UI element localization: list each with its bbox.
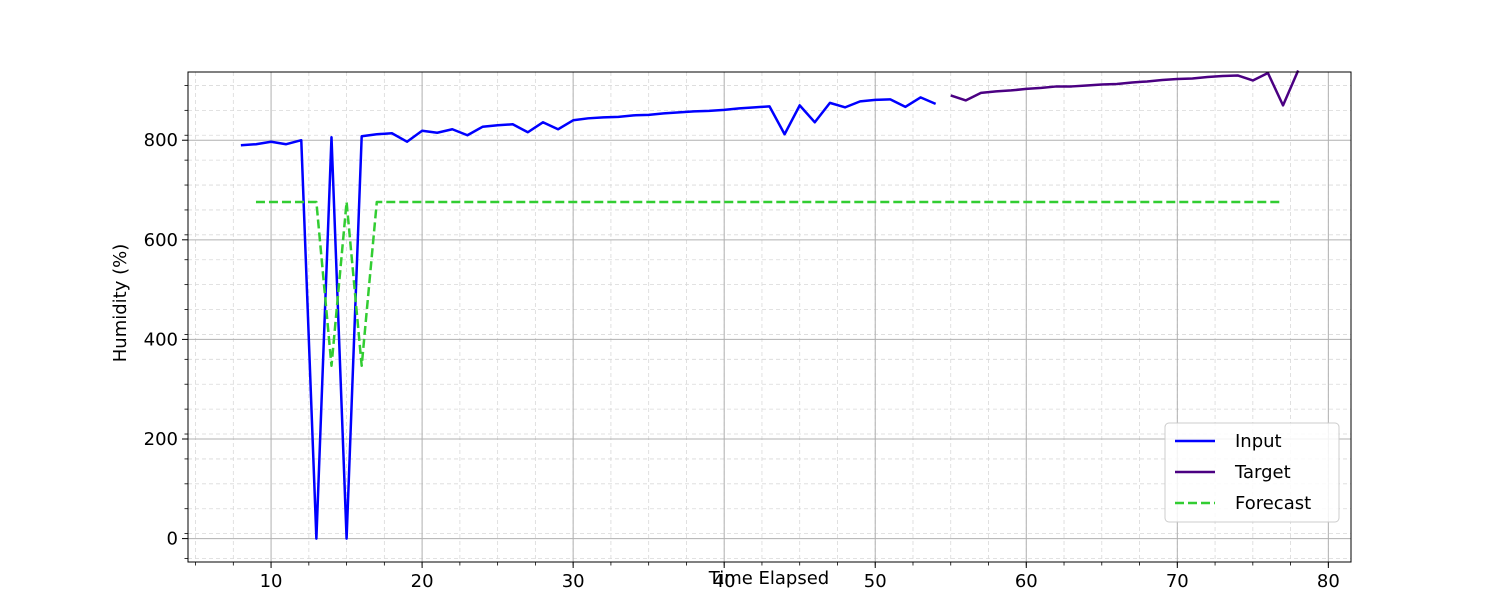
plot-frame — [187, 71, 1352, 563]
x-axis-title: Time Elapsed — [708, 568, 829, 589]
x-tick-label: 30 — [562, 571, 585, 592]
x-tick-label: 60 — [1015, 571, 1038, 592]
x-tick-label: 80 — [1317, 571, 1340, 592]
y-tick-label: 200 — [144, 429, 178, 450]
x-tick-label: 20 — [411, 571, 434, 592]
x-tick-label: 40 — [713, 571, 736, 592]
plot-background — [188, 72, 1351, 562]
forecast-series-line — [255, 200, 1284, 368]
x-tick-label: 50 — [864, 571, 887, 592]
legend-label-input: Input — [1235, 431, 1282, 452]
legend-label-target: Target — [1234, 462, 1291, 483]
legend: Input Target Forecast — [1164, 422, 1340, 523]
y-tick-label: 600 — [144, 230, 178, 251]
input-series-line — [240, 96, 937, 540]
target-series-line — [950, 70, 1300, 107]
y-axis-title: Humidity (%) — [110, 244, 131, 363]
y-tick-label: 400 — [144, 329, 178, 350]
legend-label-forecast: Forecast — [1235, 493, 1311, 514]
y-tick-label: 800 — [144, 130, 178, 151]
x-tick-label: 10 — [260, 571, 283, 592]
x-tick-label: 70 — [1166, 571, 1189, 592]
y-tick-label: 0 — [167, 529, 178, 550]
legend-frame — [1164, 422, 1340, 523]
series-layer — [240, 70, 1300, 540]
